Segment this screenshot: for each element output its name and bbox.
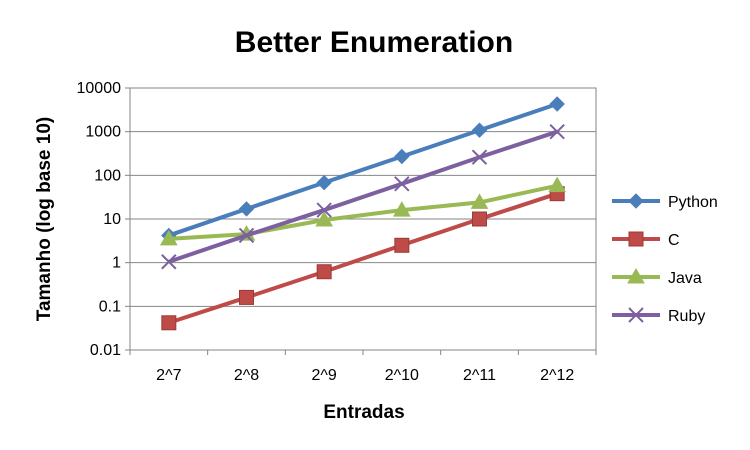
- data-point-python: [549, 96, 565, 112]
- y-tick-label: 10000: [77, 80, 122, 97]
- data-point-java: [315, 210, 334, 227]
- x-tick-label: 2^7: [156, 367, 181, 384]
- x-tick-label: 2^11: [463, 367, 496, 384]
- data-point-python: [316, 174, 332, 191]
- series-group: [159, 96, 567, 331]
- data-point-python: [471, 122, 488, 138]
- data-point-python: [394, 148, 410, 165]
- legend-label: Ruby: [668, 308, 705, 325]
- series-ruby: [161, 123, 565, 270]
- legend-item-c: C: [612, 231, 680, 249]
- chart-title: Better Enumeration: [235, 26, 513, 59]
- legend: Python C Java Ruby: [612, 193, 718, 325]
- x-axis-ticks: 2^7 2^8 2^9 2^10 2^11 2^12: [129, 350, 597, 384]
- y-tick-label: 1: [112, 255, 121, 272]
- series-line-python: [168, 102, 558, 238]
- legend-label: Java: [668, 270, 702, 287]
- marker-stroke: [161, 254, 177, 270]
- data-point-ruby: [161, 254, 177, 270]
- series-line-java: [168, 183, 558, 241]
- series-python: [161, 96, 565, 244]
- data-point-ruby: [549, 123, 565, 140]
- x-tick-label: 2^10: [385, 367, 419, 384]
- legend-label: C: [668, 232, 680, 249]
- legend-marker: [628, 307, 644, 323]
- x-tick-label: 2^12: [540, 367, 574, 384]
- marker-stroke: [316, 202, 332, 218]
- legend-label: Python: [668, 194, 718, 211]
- marker-stroke: [549, 123, 565, 140]
- data-point-c: [239, 289, 254, 305]
- data-point-c: [394, 237, 410, 253]
- marker-stroke: [628, 307, 644, 323]
- y-tick-label: 1000: [85, 124, 121, 141]
- data-point-c: [161, 315, 177, 331]
- data-point-ruby: [394, 176, 410, 192]
- legend-marker: [628, 231, 644, 247]
- y-tick-label: 0.1: [99, 298, 121, 315]
- y-tick-label: 0.01: [90, 342, 121, 359]
- marker-stroke: [238, 227, 255, 244]
- legend-marker: [628, 193, 644, 209]
- data-point-java: [470, 193, 489, 209]
- y-axis-ticks: 0.01 0.1 1 10 100 1000 10000: [77, 80, 130, 359]
- data-point-ruby: [238, 227, 255, 244]
- legend-marker: [627, 267, 645, 284]
- data-point-python: [238, 201, 255, 217]
- series-line-c: [168, 191, 558, 325]
- data-point-ruby: [316, 202, 332, 218]
- legend-item-python: Python: [612, 193, 718, 211]
- legend-item-ruby: Ruby: [612, 307, 705, 325]
- marker-stroke: [471, 149, 488, 165]
- x-tick-label: 2^9: [312, 367, 337, 384]
- x-axis-title: Entradas: [323, 402, 404, 423]
- series-c: [161, 186, 565, 331]
- y-tick-label: 10: [103, 211, 121, 228]
- y-axis-title: Tamanho (log base 10): [34, 117, 55, 321]
- x-tick-label: 2^8: [234, 367, 259, 384]
- data-point-c: [472, 211, 487, 227]
- data-point-java: [392, 201, 411, 217]
- y-tick-label: 100: [94, 167, 121, 184]
- series-line-ruby: [168, 129, 558, 264]
- data-point-java: [159, 229, 178, 246]
- data-point-ruby: [471, 149, 488, 165]
- marker-stroke: [394, 176, 410, 192]
- data-point-c: [316, 264, 332, 280]
- legend-item-java: Java: [612, 267, 702, 287]
- data-point-java: [548, 176, 567, 193]
